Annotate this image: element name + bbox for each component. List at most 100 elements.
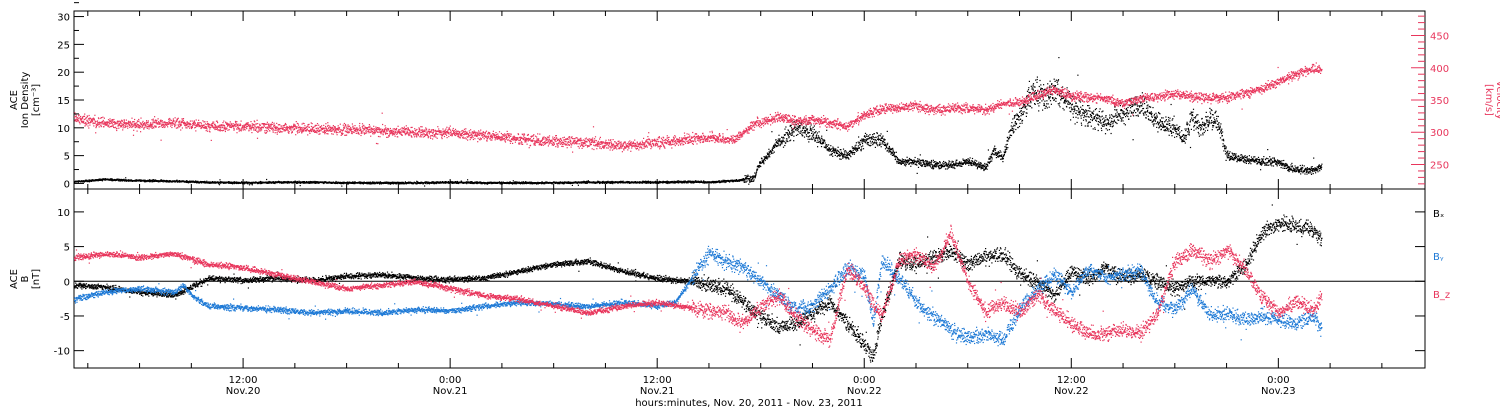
data-point (933, 167, 935, 169)
data-point (927, 161, 929, 163)
data-point (1049, 100, 1052, 102)
data-point (1015, 128, 1017, 131)
data-point (892, 147, 894, 149)
data-point (708, 182, 710, 184)
data-point (611, 182, 613, 184)
data-point (569, 183, 571, 185)
data-point (601, 181, 603, 184)
data-point (480, 183, 482, 185)
data-point (796, 130, 798, 132)
data-point (334, 182, 336, 185)
data-point (620, 180, 622, 182)
data-point (745, 175, 747, 177)
data-point (743, 179, 745, 181)
data-point (774, 144, 777, 146)
data-point (1041, 88, 1043, 90)
data-point (354, 183, 356, 185)
data-point (938, 165, 940, 167)
data-point (962, 163, 964, 165)
data-point (859, 143, 861, 145)
data-point (758, 164, 760, 167)
data-point (796, 119, 798, 121)
data-point (151, 181, 153, 183)
data-point (910, 165, 912, 167)
data-point (398, 182, 400, 184)
data-point (934, 164, 936, 166)
data-point (1001, 158, 1003, 160)
data-point (953, 163, 955, 165)
data-point (791, 130, 793, 132)
data-point (766, 157, 768, 159)
data-point (889, 147, 891, 149)
data-point (787, 129, 790, 132)
data-point (921, 165, 923, 167)
data-point (1130, 107, 1132, 109)
data-point (917, 161, 919, 163)
data-point (1059, 95, 1061, 97)
data-point (1136, 105, 1139, 107)
data-point (1074, 109, 1076, 111)
data-point (364, 182, 366, 184)
data-point (765, 157, 767, 159)
data-point (807, 132, 810, 134)
data-point (1113, 119, 1115, 121)
data-point (877, 138, 879, 140)
data-point (855, 147, 857, 149)
data-point (809, 126, 811, 128)
data-point (980, 165, 982, 167)
data-point (849, 151, 851, 153)
data-point (778, 140, 780, 142)
data-point (1140, 104, 1142, 107)
data-point (1042, 89, 1044, 91)
data-point (123, 178, 125, 180)
data-point (86, 179, 88, 181)
data-point (1012, 125, 1014, 128)
data-point (1100, 127, 1102, 129)
data-point (598, 181, 600, 183)
data-point (951, 166, 953, 168)
data-point (433, 183, 435, 185)
data-point (805, 127, 807, 129)
data-point (909, 162, 911, 164)
data-point (789, 132, 791, 134)
data-point (958, 161, 961, 163)
data-point (1054, 85, 1056, 88)
data-point (845, 150, 847, 152)
data-point (941, 163, 943, 166)
data-point (152, 179, 154, 181)
data-point (851, 151, 853, 153)
data-point (749, 180, 751, 182)
data-point (965, 162, 967, 164)
data-point (922, 161, 924, 163)
data-point (989, 158, 991, 160)
data-point (907, 159, 909, 161)
data-point (143, 179, 145, 181)
data-point (857, 147, 859, 149)
data-point (1107, 119, 1109, 121)
data-point (1104, 133, 1107, 135)
data-point (779, 143, 782, 145)
data-point (583, 182, 585, 184)
data-point (251, 184, 253, 186)
data-point (836, 149, 838, 151)
data-point (750, 179, 752, 182)
data-point (874, 142, 876, 144)
data-point (1086, 110, 1088, 112)
data-point (1097, 114, 1099, 116)
data-point (1039, 79, 1041, 82)
data-point (1116, 122, 1118, 125)
data-point (609, 181, 611, 183)
data-point (930, 166, 932, 168)
data-point (219, 179, 221, 181)
data-point (864, 140, 866, 142)
data-point (1045, 105, 1047, 107)
data-point (1082, 105, 1084, 107)
data-point (1119, 116, 1121, 118)
data-point (1127, 113, 1129, 115)
data-point (911, 160, 914, 162)
data-point (967, 162, 969, 164)
data-point (1147, 109, 1149, 111)
data-point (1019, 122, 1021, 124)
data-point (772, 147, 774, 149)
data-point (1133, 115, 1135, 117)
